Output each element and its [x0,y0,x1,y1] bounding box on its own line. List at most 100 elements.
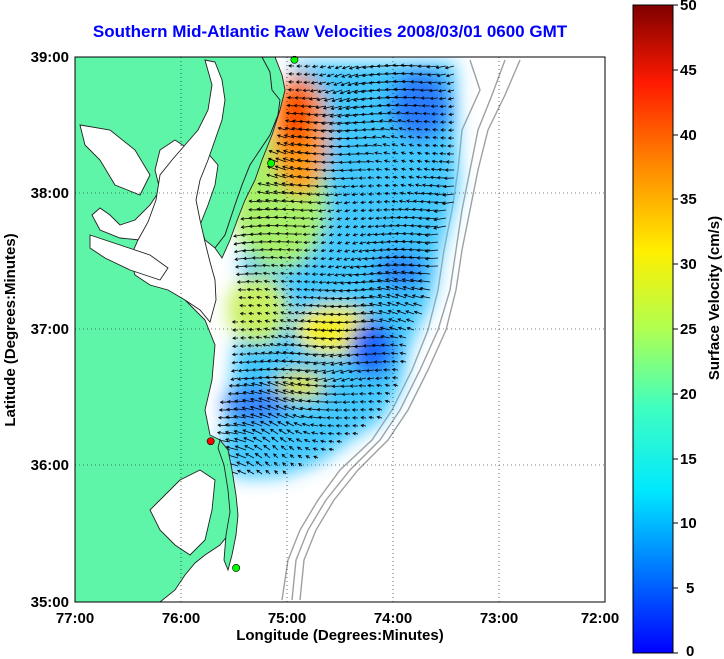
velocity-arrowhead [319,264,324,269]
velocity-arrowhead [311,240,316,245]
velocity-arrowhead [352,319,356,324]
velocity-arrowhead [361,280,365,284]
velocity-arrowhead [368,81,373,85]
velocity-arrowhead [239,311,244,316]
velocity-arrowhead [346,288,350,293]
velocity-arrowhead [405,199,410,204]
velocity-arrowhead [305,175,309,180]
velocity-arrow [430,97,439,99]
velocity-arrowhead [273,453,277,457]
velocity-arrow [425,233,439,236]
velocity-arrowhead [304,151,309,155]
velocity-arrow [326,201,335,204]
velocity-arrow [268,241,279,243]
velocity-arrowhead [426,65,430,69]
velocity-arrow [246,461,255,467]
velocity-arrowhead [328,256,333,261]
velocity-arrowhead [232,336,236,340]
velocity-arrowhead [292,224,297,228]
velocity-arrow [386,294,399,299]
velocity-arrow [400,135,407,139]
velocity-arrow [304,439,311,443]
velocity-arrowhead [387,232,392,236]
velocity-arrowhead [236,461,241,465]
velocity-arrowhead [316,296,321,300]
velocity-arrowhead [293,422,298,426]
velocity-arrowhead [239,352,243,356]
velocity-arrow [276,142,287,147]
velocity-arrow [398,327,407,331]
velocity-arrowhead [421,104,426,108]
velocity-arrow [391,352,399,355]
velocity-arrow [271,335,279,339]
velocity-arrow [303,296,311,299]
colorbar-tick-label: 20 [680,386,697,403]
velocity-arrowhead [337,106,342,111]
velocity-arrowhead [295,256,300,260]
velocity-arrow [265,320,271,323]
velocity-arrowhead [324,193,329,197]
velocity-arrowhead [424,159,429,164]
velocity-arrowhead [311,439,316,443]
velocity-arrowhead [288,72,292,76]
velocity-arrow [325,193,335,196]
x-tick-label: 72:00 [581,610,619,627]
velocity-arrowhead [397,119,402,123]
velocity-arrowhead [448,120,453,125]
velocity-arrowhead [309,89,314,93]
colorbar-tick-label: 5 [686,580,694,597]
velocity-arrow [315,105,327,109]
velocity-arrow [328,265,335,268]
velocity-arrowhead [247,303,252,308]
velocity-arrowhead [368,415,373,420]
velocity-arrowhead [369,310,374,314]
velocity-arrowhead [233,414,237,419]
velocity-arrowhead [337,114,342,118]
velocity-arrowhead [334,74,338,78]
velocity-arrowhead [345,225,349,229]
velocity-arrowhead [323,98,328,102]
velocity-arrow [288,437,295,443]
velocity-arrowhead [278,326,283,331]
grid-lines [75,57,605,602]
velocity-arrow [369,295,383,299]
x-tick-label: 77:00 [56,610,94,627]
velocity-arrowhead [335,416,339,420]
velocity-arrow [266,174,279,179]
velocity-arrow [384,168,391,171]
velocity-arrow [392,369,399,371]
velocity-arrowhead [277,334,282,339]
velocity-arrowhead [448,112,453,117]
velocity-arrow [234,408,247,411]
velocity-arrow [329,329,343,332]
radar-stations [206,55,299,572]
velocity-arrowhead [384,63,388,68]
velocity-arrowhead [372,240,377,245]
velocity-arrow [324,97,335,101]
velocity-arrowhead [352,224,357,229]
velocity-arrowhead [265,215,270,220]
velocity-arrowhead [272,319,276,323]
velocity-arrow [405,302,415,307]
velocity-arrow [340,281,351,284]
velocity-arrowhead [282,350,287,355]
velocity-arrowhead [301,224,306,229]
velocity-arrow [267,389,279,395]
velocity-arrowhead [294,240,299,244]
velocity-arrow [333,281,343,284]
velocity-arrow [289,296,295,299]
velocity-arrow [442,193,455,196]
velocity-arrowhead [282,397,287,401]
velocity-arrowhead [328,439,333,444]
x-tick-label: 74:00 [374,610,412,627]
velocity-arrowhead [353,288,357,292]
velocity-arrowhead [272,287,277,292]
velocity-arrow [276,351,287,355]
velocity-arrow [420,295,431,299]
velocity-arrow [278,249,287,251]
velocity-arrowhead [296,264,300,268]
velocity-arrow [284,134,295,139]
velocity-arrowhead [360,319,365,323]
velocity-arrowhead [423,127,428,132]
velocity-arrowhead [296,351,301,356]
